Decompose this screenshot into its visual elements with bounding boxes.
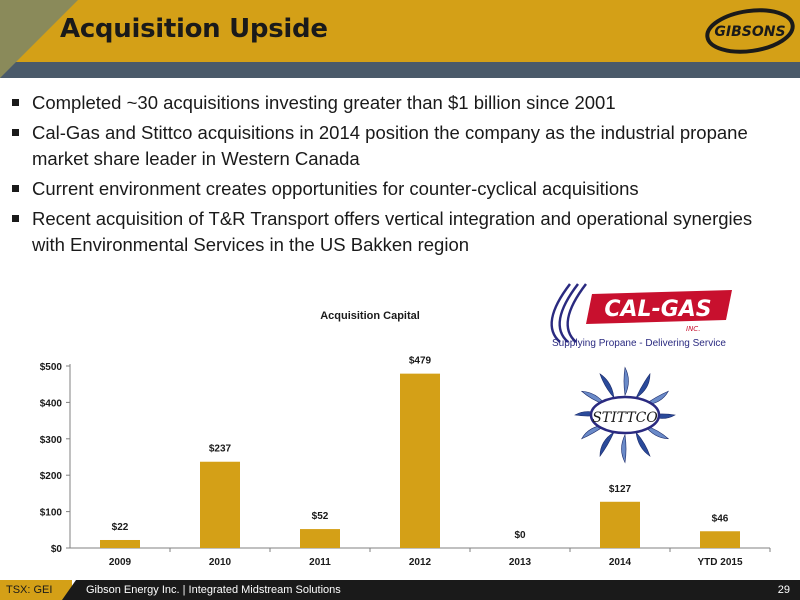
- bullet-item: Cal-Gas and Stittco acquisitions in 2014…: [10, 120, 790, 172]
- x-tick-label: 2009: [109, 557, 132, 568]
- bullet-text: Current environment creates opportunitie…: [32, 178, 639, 199]
- x-tick-label: 2011: [309, 557, 331, 568]
- bullet-marker: [12, 185, 19, 192]
- bullet-text: Recent acquisition of T&R Transport offe…: [32, 208, 753, 255]
- y-tick-label: $500: [40, 362, 63, 373]
- bar: [300, 529, 340, 548]
- data-label: $22: [112, 522, 129, 533]
- bullet-text: Cal-Gas and Stittco acquisitions in 2014…: [32, 122, 748, 169]
- header-stripe: [0, 62, 800, 78]
- data-label: $46: [712, 513, 729, 524]
- calgas-logo: CAL-GAS INC.: [550, 283, 732, 343]
- stittco-logo-text: STITTCO: [592, 410, 658, 426]
- bullet-marker: [12, 99, 19, 106]
- footer-ticker: TSX: GEI: [0, 580, 72, 600]
- bar: [400, 373, 440, 548]
- x-tick-label: 2013: [509, 557, 532, 568]
- gibsons-logo-text: GIBSONS: [714, 24, 785, 40]
- y-tick-label: $100: [40, 508, 63, 519]
- stittco-ray: [621, 433, 627, 464]
- header-accent-triangle: [0, 0, 78, 78]
- stittco-ray: [599, 431, 615, 458]
- header-band: [0, 0, 800, 62]
- x-tick-label: 2012: [409, 557, 432, 568]
- bar: [600, 501, 640, 548]
- calgas-tagline: Supplying Propane - Delivering Service: [552, 338, 726, 349]
- stittco-logo: STITTCO: [574, 366, 676, 464]
- x-tick-label: 2010: [209, 557, 232, 568]
- footer-divider: [62, 580, 76, 600]
- stittco-ray: [635, 431, 651, 457]
- bullet-list: Completed ~30 acquisitions investing gre…: [10, 90, 790, 262]
- stittco-ray: [599, 373, 615, 399]
- data-label: $127: [609, 484, 632, 495]
- y-tick-label: $400: [40, 398, 63, 409]
- bullet-marker: [12, 215, 19, 222]
- page-number: 29: [777, 584, 790, 596]
- data-label: $479: [409, 356, 432, 367]
- slide-footer: Gibson Energy Inc. | Integrated Midstrea…: [0, 580, 800, 600]
- bar: [100, 539, 140, 548]
- chart-title: Acquisition Capital: [320, 310, 420, 322]
- bar: [700, 531, 740, 548]
- bar: [200, 461, 240, 548]
- bullet-text: Completed ~30 acquisitions investing gre…: [32, 92, 616, 113]
- y-tick-label: $300: [40, 435, 63, 446]
- bullet-marker: [12, 129, 19, 136]
- stittco-ray: [635, 372, 651, 399]
- calgas-inc-text: INC.: [686, 325, 700, 333]
- bullet-item: Completed ~30 acquisitions investing gre…: [10, 90, 790, 116]
- stittco-ray: [623, 366, 629, 397]
- x-tick-label: 2014: [609, 557, 632, 568]
- gibsons-logo: GIBSONS: [705, 8, 795, 54]
- slide-title: Acquisition Upside: [60, 14, 328, 44]
- y-tick-label: $0: [51, 544, 63, 555]
- bullet-item: Current environment creates opportunitie…: [10, 176, 790, 202]
- bullet-item: Recent acquisition of T&R Transport offe…: [10, 206, 790, 258]
- data-label: $237: [209, 444, 232, 455]
- acquisition-capital-chart: $0 $100 $200 $300 $400 $500 $22 2009 $237 2010 $52…: [40, 356, 771, 568]
- calgas-logo-text: CAL-GAS: [604, 297, 711, 322]
- slide-header: Acquisition Upside GIBSONS: [0, 0, 800, 80]
- footer-company: Gibson Energy Inc. | Integrated Midstrea…: [76, 580, 800, 600]
- data-label: $52: [312, 511, 329, 522]
- data-label: $0: [514, 530, 526, 541]
- y-tick-label: $200: [40, 471, 63, 482]
- x-tick-label: YTD 2015: [697, 557, 742, 568]
